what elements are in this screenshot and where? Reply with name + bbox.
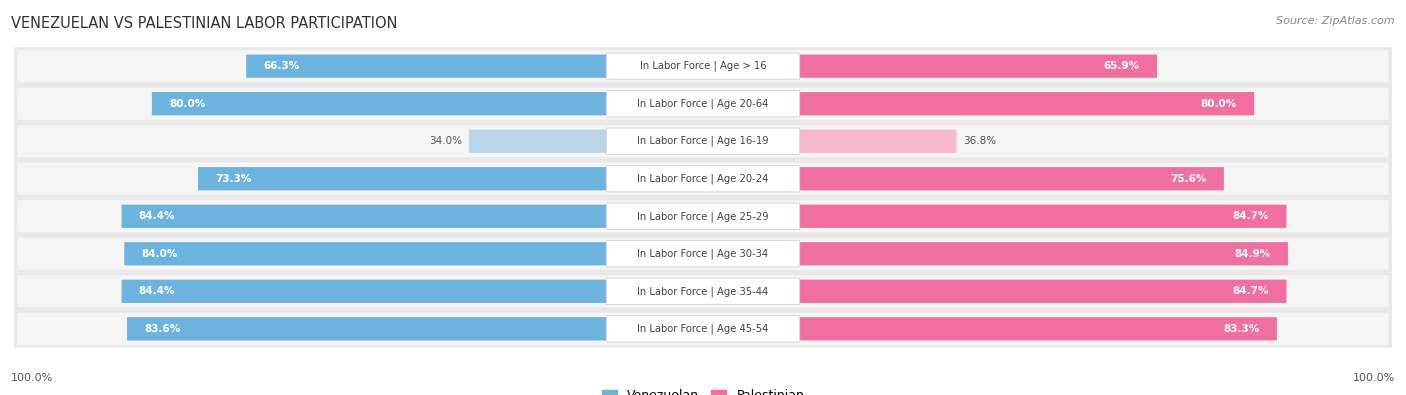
Text: In Labor Force | Age 20-24: In Labor Force | Age 20-24 [637, 173, 769, 184]
FancyBboxPatch shape [14, 310, 1392, 348]
FancyBboxPatch shape [14, 235, 1392, 273]
Text: In Labor Force | Age 30-34: In Labor Force | Age 30-34 [637, 248, 769, 259]
FancyBboxPatch shape [703, 317, 1277, 340]
FancyBboxPatch shape [606, 166, 800, 192]
Text: In Labor Force | Age > 16: In Labor Force | Age > 16 [640, 61, 766, 71]
FancyBboxPatch shape [127, 317, 703, 340]
FancyBboxPatch shape [703, 92, 1254, 115]
Text: In Labor Force | Age 45-54: In Labor Force | Age 45-54 [637, 324, 769, 334]
Text: 80.0%: 80.0% [1201, 99, 1237, 109]
FancyBboxPatch shape [703, 242, 1288, 265]
Text: 84.7%: 84.7% [1233, 211, 1270, 221]
Text: 84.9%: 84.9% [1234, 249, 1271, 259]
Text: 73.3%: 73.3% [215, 174, 252, 184]
FancyBboxPatch shape [121, 280, 703, 303]
FancyBboxPatch shape [121, 205, 703, 228]
FancyBboxPatch shape [152, 92, 703, 115]
FancyBboxPatch shape [606, 90, 800, 117]
FancyBboxPatch shape [703, 55, 1157, 78]
Text: 84.4%: 84.4% [139, 211, 176, 221]
Text: 100.0%: 100.0% [1353, 373, 1395, 383]
FancyBboxPatch shape [14, 160, 1392, 198]
FancyBboxPatch shape [17, 88, 1389, 120]
FancyBboxPatch shape [17, 275, 1389, 307]
Text: Source: ZipAtlas.com: Source: ZipAtlas.com [1277, 16, 1395, 26]
Text: 66.3%: 66.3% [263, 61, 299, 71]
Text: In Labor Force | Age 16-19: In Labor Force | Age 16-19 [637, 136, 769, 147]
FancyBboxPatch shape [606, 241, 800, 267]
Text: 84.7%: 84.7% [1233, 286, 1270, 296]
Text: In Labor Force | Age 20-64: In Labor Force | Age 20-64 [637, 98, 769, 109]
Text: 65.9%: 65.9% [1104, 61, 1140, 71]
Text: 84.0%: 84.0% [142, 249, 179, 259]
Text: 100.0%: 100.0% [11, 373, 53, 383]
FancyBboxPatch shape [606, 53, 800, 79]
FancyBboxPatch shape [14, 273, 1392, 310]
FancyBboxPatch shape [14, 85, 1392, 122]
FancyBboxPatch shape [17, 125, 1389, 157]
FancyBboxPatch shape [468, 130, 703, 153]
FancyBboxPatch shape [246, 55, 703, 78]
Text: In Labor Force | Age 35-44: In Labor Force | Age 35-44 [637, 286, 769, 297]
Text: 83.3%: 83.3% [1223, 324, 1260, 334]
Text: In Labor Force | Age 25-29: In Labor Force | Age 25-29 [637, 211, 769, 222]
FancyBboxPatch shape [703, 280, 1286, 303]
FancyBboxPatch shape [17, 313, 1389, 345]
Text: VENEZUELAN VS PALESTINIAN LABOR PARTICIPATION: VENEZUELAN VS PALESTINIAN LABOR PARTICIP… [11, 16, 398, 31]
Text: 34.0%: 34.0% [429, 136, 461, 146]
FancyBboxPatch shape [606, 203, 800, 229]
FancyBboxPatch shape [703, 167, 1223, 190]
FancyBboxPatch shape [14, 122, 1392, 160]
FancyBboxPatch shape [606, 316, 800, 342]
FancyBboxPatch shape [606, 278, 800, 305]
Text: 83.6%: 83.6% [145, 324, 180, 334]
FancyBboxPatch shape [703, 205, 1286, 228]
Text: 80.0%: 80.0% [169, 99, 205, 109]
FancyBboxPatch shape [14, 47, 1392, 85]
Text: 75.6%: 75.6% [1170, 174, 1206, 184]
Text: 36.8%: 36.8% [963, 136, 997, 146]
FancyBboxPatch shape [198, 167, 703, 190]
FancyBboxPatch shape [17, 163, 1389, 195]
Text: 84.4%: 84.4% [139, 286, 176, 296]
FancyBboxPatch shape [124, 242, 703, 265]
FancyBboxPatch shape [17, 50, 1389, 82]
FancyBboxPatch shape [703, 130, 956, 153]
Legend: Venezuelan, Palestinian: Venezuelan, Palestinian [596, 384, 810, 395]
FancyBboxPatch shape [14, 198, 1392, 235]
FancyBboxPatch shape [606, 128, 800, 154]
FancyBboxPatch shape [17, 200, 1389, 232]
FancyBboxPatch shape [17, 238, 1389, 270]
